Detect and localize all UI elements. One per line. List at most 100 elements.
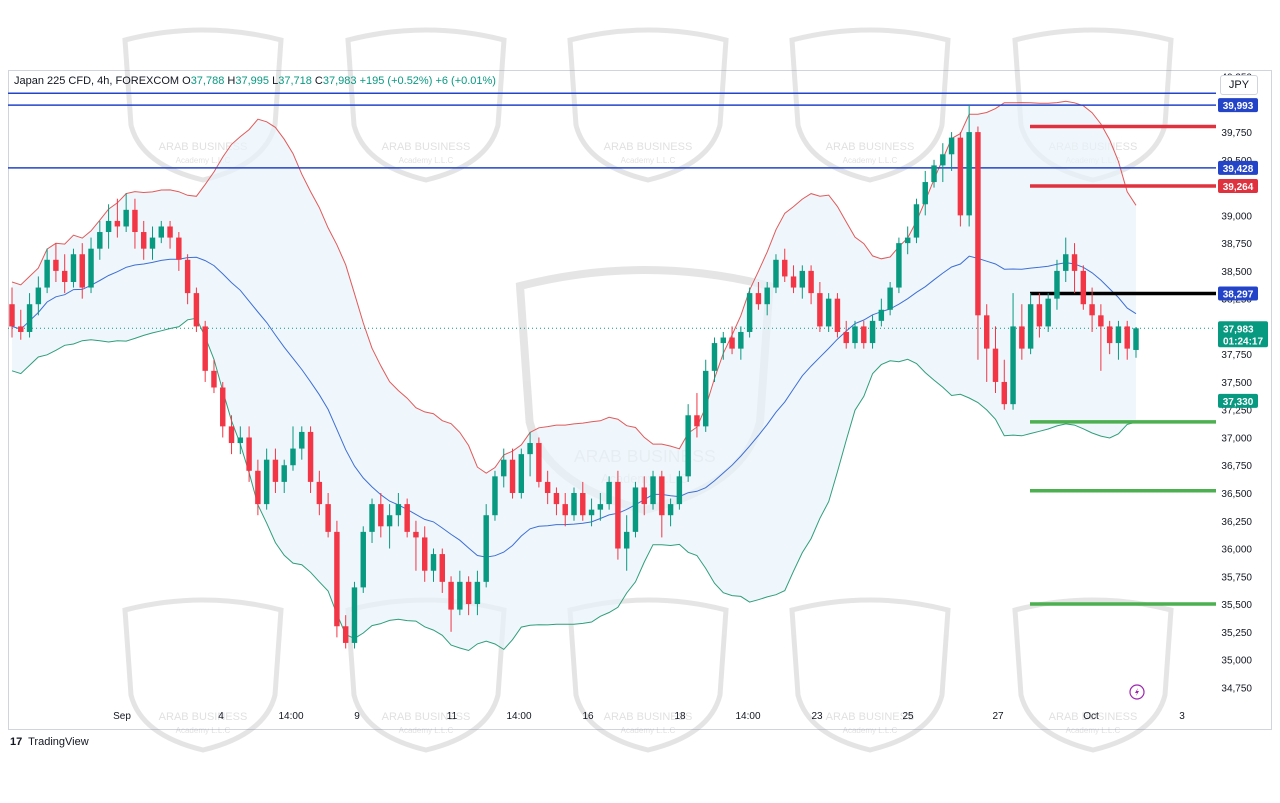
y-tick-label: 37,500	[1221, 378, 1252, 389]
candle-body	[123, 209, 129, 227]
candle-body	[421, 537, 428, 571]
candle-body	[193, 293, 200, 327]
candle-body	[158, 226, 165, 238]
watermark-text: ARAB BUSINESS	[159, 711, 248, 723]
candle-body	[1054, 270, 1060, 299]
candle-body	[18, 326, 24, 332]
candle-body	[1010, 326, 1016, 405]
candle-body	[966, 132, 972, 216]
candle-body	[1115, 326, 1122, 344]
candle-body	[869, 320, 876, 344]
candle-body	[790, 276, 797, 288]
price-tag-label: 39,428	[1223, 164, 1254, 175]
candle-body	[588, 509, 595, 516]
candle-body	[184, 259, 191, 294]
x-tick-label: 23	[811, 711, 823, 722]
candle-body	[176, 237, 182, 260]
y-tick-label: 36,250	[1221, 517, 1252, 528]
candle-body	[483, 515, 489, 582]
candle-body	[61, 270, 68, 282]
candle-body	[307, 431, 314, 482]
candle-body	[1027, 304, 1034, 349]
candle-body	[492, 476, 498, 516]
countdown-label: 01:24:17	[1223, 336, 1263, 347]
candle-body	[342, 626, 349, 643]
candle-body	[325, 504, 331, 532]
x-tick-label: 4	[218, 711, 224, 722]
candle-body	[1098, 315, 1104, 327]
candle-body	[1124, 326, 1130, 349]
tradingview-footer[interactable]: 17 TradingView	[10, 736, 89, 748]
candle-body	[281, 465, 287, 482]
y-tick-label: 38,750	[1221, 239, 1252, 250]
candle-body	[1045, 298, 1051, 327]
ohlc-legend: Japan 225 CFD, 4h, FOREXCOM O37,788 H37,…	[14, 75, 496, 87]
candle-body	[641, 487, 647, 505]
watermark-text: ARAB BUSINESS	[1049, 711, 1138, 723]
candle-body	[220, 387, 226, 427]
watermark-shield-icon: ARAB BUSINESS Academy L.L.C	[567, 597, 729, 753]
lightning-icon	[1129, 684, 1145, 700]
candle-body	[694, 415, 700, 427]
y-tick-label: 35,000	[1221, 656, 1252, 667]
x-tick-label: 3	[1179, 711, 1185, 722]
candle-body	[105, 220, 112, 233]
candle-body	[597, 504, 604, 510]
candle-body	[861, 326, 867, 344]
x-tick-label: 25	[902, 711, 914, 722]
y-tick-label: 39,750	[1221, 128, 1252, 139]
candle-body	[825, 298, 832, 327]
y-tick-label: 35,750	[1221, 572, 1252, 583]
x-tick-label: 14:00	[506, 711, 531, 722]
candle-body	[255, 470, 261, 505]
watermark-subtext: Academy L.L.C	[621, 156, 676, 165]
watermark-subtext: Academy L.L.C	[176, 726, 231, 735]
candle-body	[1106, 326, 1113, 344]
y-tick-label: 39,000	[1221, 211, 1252, 222]
candle-body	[544, 481, 551, 493]
candle-body	[88, 248, 94, 288]
watermark-subtext: Academy L.L.C	[843, 156, 898, 165]
candle-body	[1133, 328, 1139, 350]
candle-body	[957, 137, 964, 216]
x-tick-label: Sep	[113, 711, 131, 722]
candle-body	[940, 154, 946, 166]
watermark-text: ARAB BUSINESS	[826, 711, 915, 723]
watermark-subtext: Academy L.L.C	[1066, 726, 1121, 735]
candle-body	[1080, 270, 1087, 305]
y-tick-label: 35,250	[1221, 628, 1252, 639]
bollinger-upper-line	[11, 100, 1137, 474]
candle-body	[369, 504, 375, 532]
candle-body	[114, 220, 121, 227]
candle-body	[501, 459, 507, 477]
candle-body	[167, 226, 173, 238]
watermark-shield-icon: ARAB BUSINESS Academy L.L.C	[789, 27, 951, 183]
candle-body	[878, 309, 885, 321]
candle-body	[299, 431, 305, 449]
candle-body	[843, 331, 849, 344]
y-tick-label: 36,750	[1221, 461, 1252, 472]
current-price-label: 37,983	[1223, 324, 1254, 335]
candle-body	[79, 254, 85, 288]
current-price-tag	[1218, 321, 1268, 348]
candle-body	[334, 531, 340, 627]
candle-body	[9, 304, 15, 327]
watermark-text: ARAB BUSINESS	[382, 141, 471, 153]
brand-label: TradingView	[28, 736, 89, 748]
y-tick-label: 35,500	[1221, 600, 1252, 611]
candle-body	[439, 554, 446, 582]
candle-body	[992, 348, 999, 382]
x-tick-label: 14:00	[735, 711, 760, 722]
candle-body	[782, 259, 788, 277]
candle-body	[1001, 381, 1008, 405]
currency-button[interactable]: JPY	[1220, 75, 1258, 95]
candle-body	[53, 259, 59, 271]
x-tick-label: 14:00	[278, 711, 303, 722]
candle-body	[931, 165, 937, 183]
candle-body	[97, 232, 103, 249]
candle-body	[228, 426, 235, 444]
candle-body	[580, 493, 586, 516]
x-tick-label: 16	[582, 711, 594, 722]
candle-body	[202, 326, 208, 371]
